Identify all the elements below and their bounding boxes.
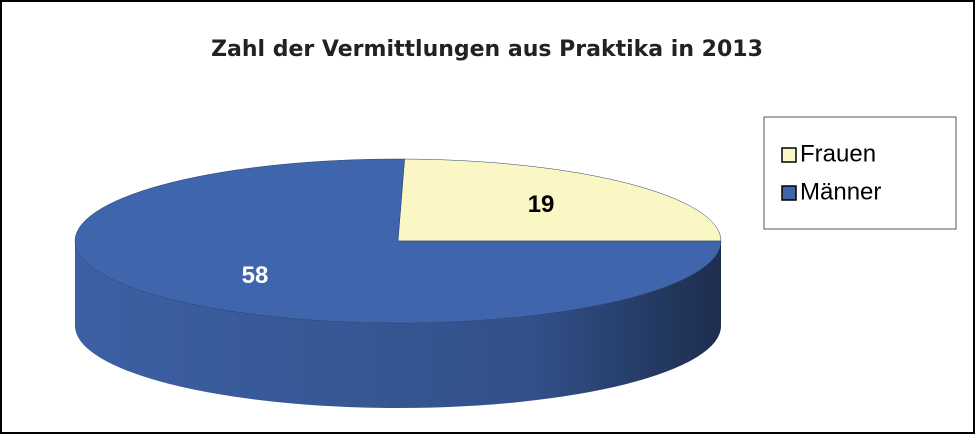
slice [74,158,722,324]
value-label: 58 [242,262,269,289]
legend-swatch [781,147,797,163]
legend-label: Männer [800,178,881,205]
chart-title: Zahl der Vermittlungen aus Praktika in 2… [211,37,763,62]
value-label: 19 [528,191,555,218]
legend-box [763,116,957,230]
legend-swatch [781,185,797,201]
legend-label: Frauen [800,140,876,167]
slice-side-shade [75,241,721,408]
slice [397,158,722,242]
